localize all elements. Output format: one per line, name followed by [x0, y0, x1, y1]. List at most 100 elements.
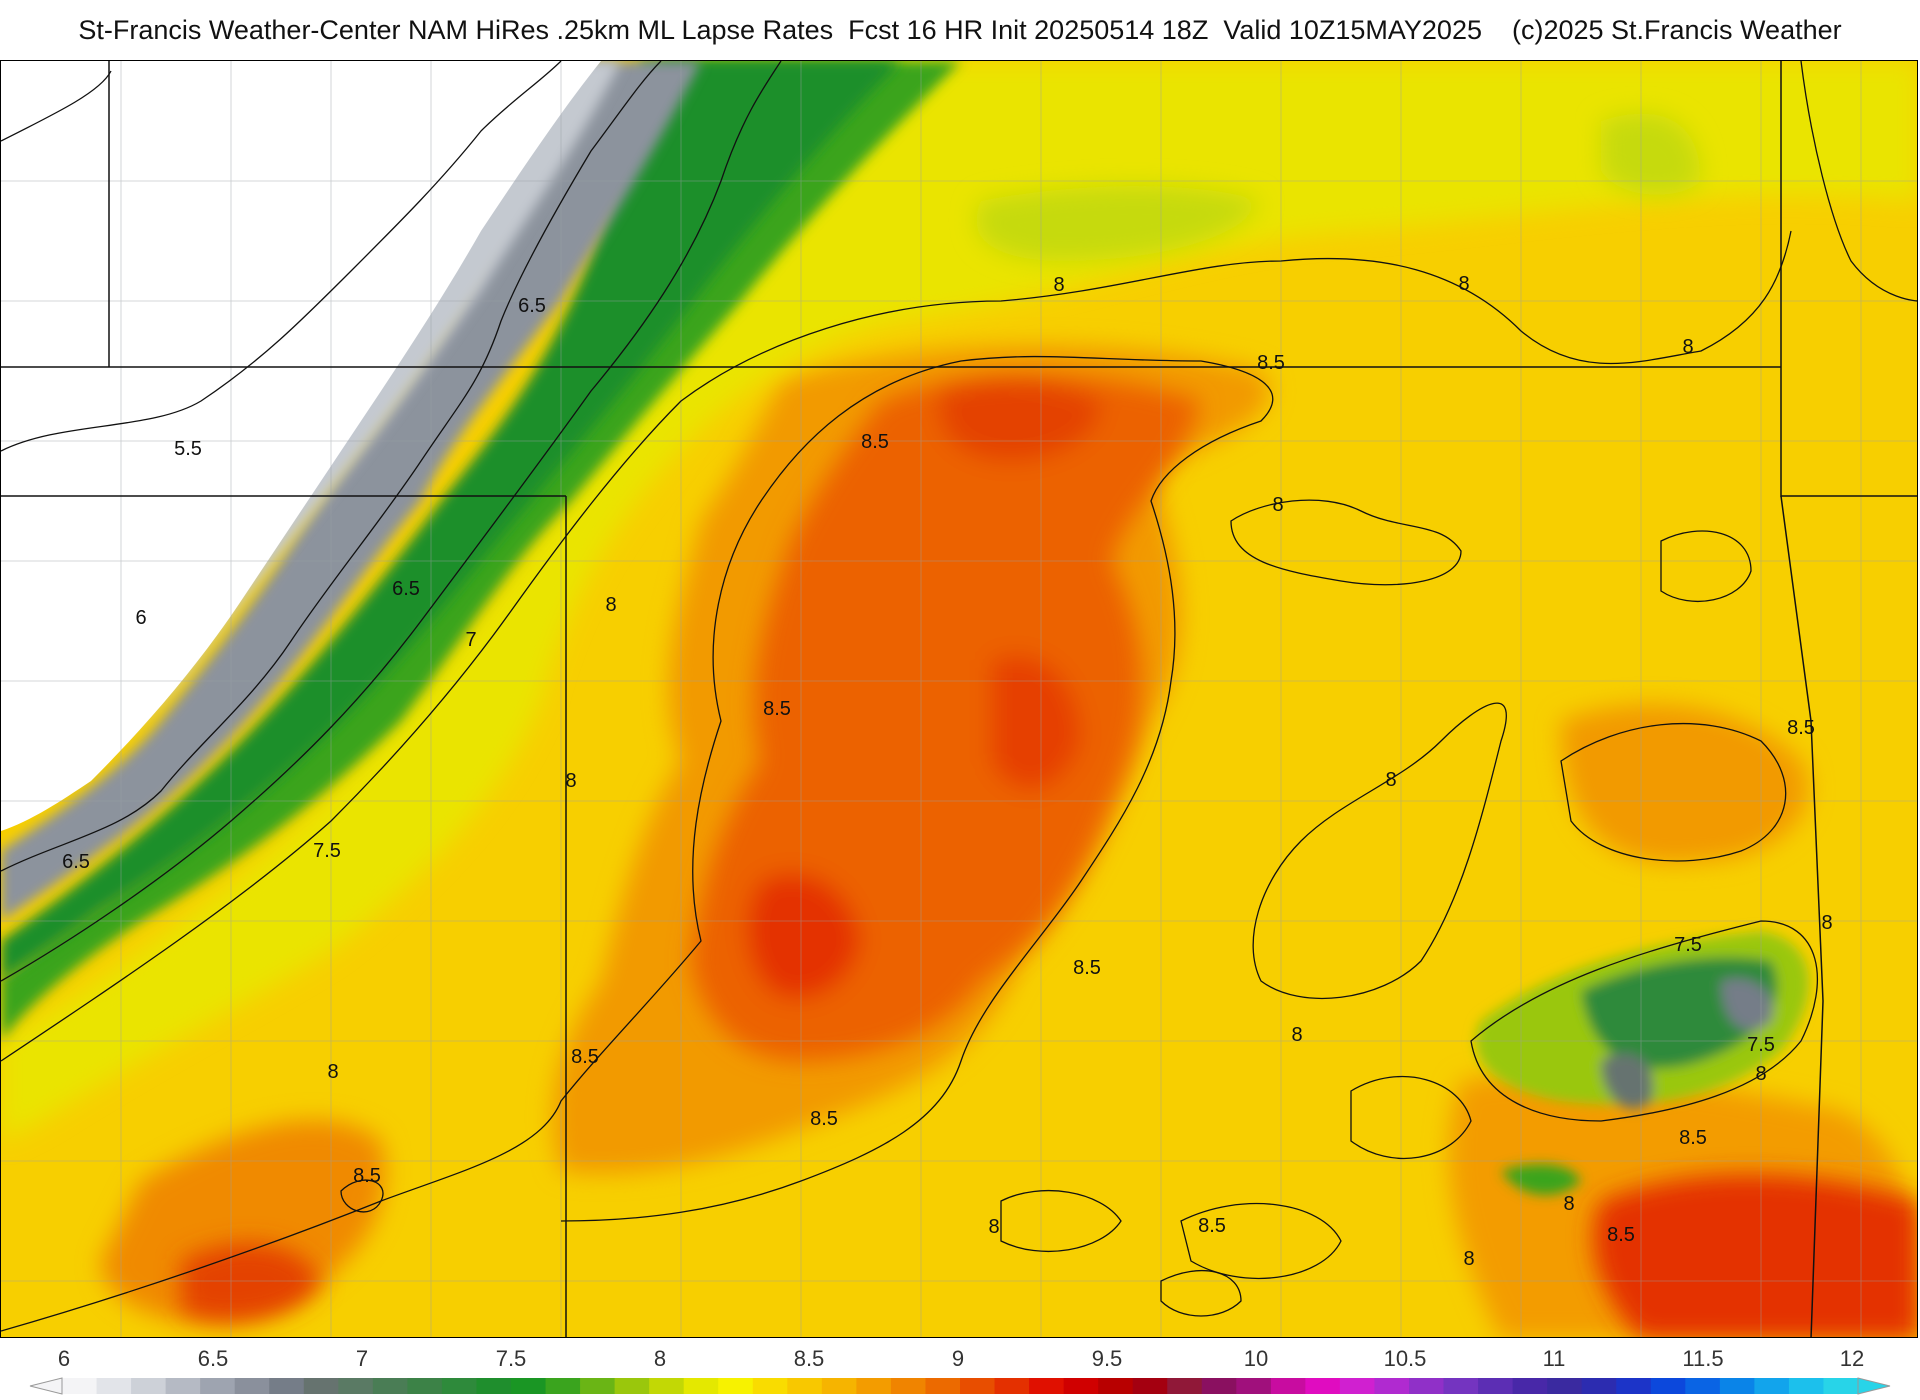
color-scale-swatch [131, 1378, 167, 1394]
color-scale-swatch [925, 1378, 961, 1394]
contour-label: 8.5 [1607, 1224, 1635, 1246]
color-scale-swatch [476, 1378, 512, 1394]
contour-label: 8.5 [1073, 957, 1101, 979]
colorbar-tick: 9.5 [1091, 1346, 1123, 1371]
color-scale-swatch [1132, 1378, 1168, 1394]
contour-label: 8.5 [1198, 1215, 1226, 1237]
colorbar-tick: 10.5 [1383, 1346, 1427, 1371]
colorbar-tick: 8.5 [793, 1346, 825, 1371]
field-red-areas [181, 374, 1917, 1337]
contour-label: 8 [1821, 912, 1832, 934]
contour-label: 8.5 [1679, 1127, 1707, 1149]
colorbar-tick: 11.5 [1682, 1346, 1724, 1371]
contour-label: 8.5 [1257, 352, 1285, 374]
colorbar-tick: 10 [1243, 1346, 1269, 1371]
contour-label: 7.5 [1674, 934, 1702, 956]
color-scale-swatch [1478, 1378, 1514, 1394]
color-scale-swatch [1581, 1378, 1617, 1394]
color-scale-swatch [752, 1378, 788, 1394]
contour-label: 8.5 [353, 1165, 381, 1187]
color-scale-swatch [1443, 1378, 1479, 1394]
contour-label: 6.5 [392, 578, 420, 600]
colorbar-tick: 7 [355, 1346, 369, 1371]
color-scale-swatch [649, 1378, 685, 1394]
contour-label: 8 [1463, 1248, 1474, 1270]
color-scale-swatch [511, 1378, 547, 1394]
color-scale-swatch [269, 1378, 305, 1394]
color-scale-swatch [1029, 1378, 1065, 1394]
contour-label: 8 [327, 1061, 338, 1083]
contour-label: 8 [605, 594, 616, 616]
color-scale-swatch [1098, 1378, 1134, 1394]
color-scale-right-arrow [1857, 1377, 1891, 1395]
contour-label: 8.5 [810, 1108, 838, 1130]
field-dark-green-band [1, 61, 901, 981]
contour-label: 7 [465, 629, 476, 651]
field-yellow-green-patches [975, 113, 1701, 261]
field-gray-band [1, 61, 701, 921]
colorbar-tick: 7.5 [495, 1346, 527, 1371]
color-scale-swatch [1270, 1378, 1306, 1394]
color-scale-swatch [1201, 1378, 1237, 1394]
contour-label: 8 [988, 1216, 999, 1238]
color-scale-swatch [614, 1378, 650, 1394]
color-scale-swatch [1754, 1378, 1790, 1394]
contour-label: 8 [1755, 1063, 1766, 1085]
contour-label: 8.5 [571, 1046, 599, 1068]
color-scale-swatch [372, 1378, 408, 1394]
color-scale-swatch [1719, 1378, 1755, 1394]
color-scale-swatch [1547, 1378, 1583, 1394]
color-scale-swatch [96, 1378, 132, 1394]
colorbar-tick: 6 [57, 1346, 71, 1371]
contour-label: 8 [1291, 1024, 1302, 1046]
contour-labels: 6.5 5.5 6.5 6 7 6.5 7.5 8 8 8 8.5 8.5 8.… [62, 273, 1832, 1270]
color-scale-swatch [787, 1378, 823, 1394]
field-white-region [1, 61, 601, 831]
color-scale-swatches [62, 1378, 1859, 1394]
color-scale-swatch [1339, 1378, 1376, 1394]
contour-label: 8.5 [861, 431, 889, 453]
contour-label: 6.5 [62, 851, 90, 873]
contour-label: 8.5 [763, 698, 791, 720]
contour-lines [1, 61, 1917, 1332]
color-scale-swatch [338, 1378, 374, 1394]
color-scale-swatch [200, 1378, 236, 1394]
color-scale-swatch [234, 1378, 270, 1394]
color-scale-swatch [1236, 1378, 1272, 1394]
color-scale-swatch [821, 1378, 857, 1394]
contour-label: 8 [1385, 769, 1396, 791]
color-scale-left-arrow [29, 1377, 63, 1395]
color-scale-swatch [1823, 1378, 1859, 1394]
color-scale-swatch [1167, 1378, 1203, 1394]
color-scale-swatch [1616, 1378, 1652, 1394]
contour-label: 8 [1682, 336, 1693, 358]
color-scale-swatch [545, 1378, 581, 1394]
contour-label: 6.5 [518, 295, 546, 317]
color-scale-swatch [1063, 1378, 1099, 1394]
color-scale-swatch [303, 1378, 339, 1394]
color-scale-swatch [856, 1378, 892, 1394]
colorbar-tick: 11 [1542, 1346, 1566, 1371]
color-scale-swatch [1650, 1378, 1686, 1394]
field-se-cluster [1475, 931, 1809, 1195]
colorbar-tick: 9 [951, 1346, 965, 1371]
color-scale-swatch [1374, 1378, 1410, 1394]
color-scale-bar [29, 1377, 1891, 1395]
color-scale-swatch [960, 1378, 996, 1394]
color-scale-swatch [683, 1378, 719, 1394]
contour-label: 8 [1563, 1193, 1574, 1215]
color-scale-swatch [1512, 1378, 1548, 1394]
contour-label: 7.5 [1747, 1034, 1775, 1056]
lapse-rate-map: 6.5 5.5 6.5 6 7 6.5 7.5 8 8 8 8.5 8.5 8.… [0, 60, 1918, 1338]
color-scale-swatch [407, 1378, 443, 1394]
color-scale-swatch [718, 1378, 754, 1394]
contour-label: 8 [1272, 494, 1283, 516]
contour-label: 5.5 [174, 438, 202, 460]
color-scale-swatch [890, 1378, 927, 1394]
county-lines [1, 61, 1917, 1337]
color-scale-swatch [1685, 1378, 1721, 1394]
color-scale-swatch [1788, 1378, 1825, 1394]
color-scale-swatch [62, 1378, 98, 1394]
contour-label: 8 [1458, 273, 1469, 295]
color-scale-swatch [1305, 1378, 1341, 1394]
